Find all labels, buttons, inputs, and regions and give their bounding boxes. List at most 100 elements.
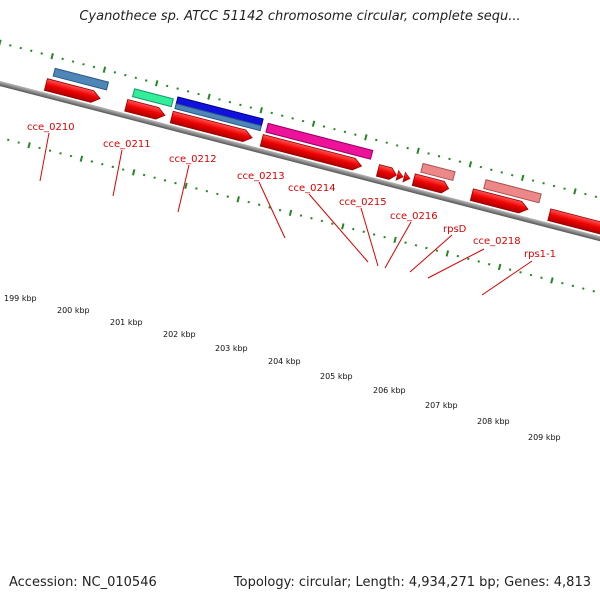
gene-cce-0212-bottom[interactable] <box>174 103 262 132</box>
cds-arrow-8[interactable] <box>411 173 450 195</box>
inner-scale-minor-tick <box>310 217 313 220</box>
outer-ruler-major-tick <box>573 188 577 195</box>
outer-ruler-major-tick <box>50 53 54 60</box>
cds-arrow-5[interactable] <box>375 164 397 181</box>
cds-arrow-3[interactable] <box>169 110 253 143</box>
outer-ruler-minor-tick <box>19 46 23 50</box>
outer-ruler-major-tick <box>520 174 525 182</box>
outer-ruler-minor-tick <box>165 84 169 88</box>
gene-rpsD[interactable] <box>420 162 456 182</box>
outer-ruler-minor-tick <box>385 141 388 144</box>
inner-scale-major-tick <box>341 223 345 230</box>
cds-arrow-1[interactable] <box>43 78 101 105</box>
outer-ruler-major-tick <box>416 147 420 154</box>
inner-scale-minor-tick <box>331 222 334 225</box>
inner-scale-major-tick <box>445 250 450 257</box>
cds-arrow-6[interactable] <box>395 169 404 182</box>
inner-tick-scale <box>6 138 595 293</box>
outer-tick-ruler <box>0 39 598 199</box>
inner-scale-minor-tick <box>592 290 595 293</box>
inner-scale-minor-tick <box>101 162 104 166</box>
inner-scale-minor-tick <box>59 152 62 155</box>
inner-scale-minor-tick <box>540 276 543 279</box>
inner-scale-minor-tick <box>414 244 418 247</box>
outer-ruler-minor-tick <box>500 171 503 174</box>
inner-scale-minor-tick <box>48 149 52 152</box>
outer-ruler-minor-tick <box>40 52 43 55</box>
inner-scale-minor-tick <box>153 176 156 179</box>
gene-label: cce_0210 <box>27 122 75 133</box>
outer-ruler-major-tick <box>102 66 107 73</box>
inner-scale-minor-tick <box>320 219 324 223</box>
cds-arrow-2[interactable] <box>124 98 167 121</box>
outer-ruler-minor-tick <box>124 73 127 77</box>
inner-scale-minor-tick <box>519 271 522 274</box>
outer-ruler-minor-tick <box>395 144 399 147</box>
outer-ruler-minor-tick <box>427 152 430 155</box>
accession-text: Accession: NC_010546 <box>9 575 157 590</box>
inner-scale-minor-tick <box>17 141 20 144</box>
gene-label: cce_0216 <box>390 211 438 222</box>
inner-scale-minor-tick <box>226 195 230 198</box>
inner-scale-minor-tick <box>383 235 386 239</box>
outer-ruler-minor-tick <box>510 173 514 177</box>
outer-ruler-minor-tick <box>448 157 451 161</box>
outer-ruler-minor-tick <box>176 87 179 90</box>
scale-label: 208 kbp <box>477 417 510 426</box>
cds-arrow-7[interactable] <box>402 171 411 183</box>
cds-arrow-10[interactable] <box>547 208 600 243</box>
outer-ruler-minor-tick <box>406 146 409 150</box>
inner-scale-minor-tick <box>299 214 303 217</box>
gene-cce-0211[interactable] <box>131 88 174 108</box>
scale-label: 200 kbp <box>57 306 90 315</box>
outer-ruler-minor-tick <box>71 60 75 63</box>
outer-ruler-major-tick <box>0 39 2 46</box>
gene-label: cce_0212 <box>169 154 217 165</box>
scale-label: 206 kbp <box>373 386 406 395</box>
label-leaders <box>39 132 533 296</box>
inner-scale-major-tick <box>288 209 293 217</box>
inner-scale-minor-tick <box>163 179 167 182</box>
scale-label: 203 kbp <box>215 344 248 353</box>
gene-cce-0210[interactable] <box>52 67 110 91</box>
cds-arrow-9[interactable] <box>469 188 529 215</box>
cds-arrow-4[interactable] <box>259 134 363 172</box>
outer-ruler-major-tick <box>259 107 263 114</box>
scale-label: 199 kbp <box>4 294 37 303</box>
inner-scale-minor-tick <box>404 241 407 244</box>
outer-ruler-major-tick <box>468 161 473 168</box>
scale-label: 204 kbp <box>268 357 301 366</box>
scale-label: 201 kbp <box>110 318 143 327</box>
inner-scale-minor-tick <box>477 260 480 263</box>
outer-ruler-minor-tick <box>9 44 12 47</box>
gene-label: rps1-1 <box>524 249 556 260</box>
outer-ruler-minor-tick <box>61 57 64 61</box>
outer-ruler-minor-tick <box>479 165 483 169</box>
outer-ruler-minor-tick <box>145 79 148 82</box>
backbone <box>0 62 600 283</box>
inner-scale-major-tick <box>497 263 502 271</box>
outer-ruler-minor-tick <box>458 160 462 163</box>
inner-scale-minor-tick <box>487 263 491 266</box>
inner-scale-minor-tick <box>174 181 177 185</box>
outer-ruler-minor-tick <box>280 114 284 117</box>
inner-scale-minor-tick <box>456 254 460 258</box>
gene-label: rpsD <box>443 224 467 235</box>
outer-ruler-minor-tick <box>270 111 273 115</box>
inner-scale-minor-tick <box>111 165 114 169</box>
inner-scale-major-tick <box>27 142 31 149</box>
inner-scale-major-tick <box>393 236 397 244</box>
outer-ruler-minor-tick <box>322 125 326 128</box>
inner-scale-minor-tick <box>372 233 376 236</box>
inner-scale-minor-tick <box>247 200 250 204</box>
inner-scale-minor-tick <box>90 160 94 163</box>
inner-scale-minor-tick <box>38 146 41 150</box>
gene-label: cce_0215 <box>339 197 387 208</box>
outer-ruler-minor-tick <box>186 90 190 93</box>
gene-cce-0213[interactable] <box>265 122 374 160</box>
inner-scale-minor-tick <box>278 208 282 212</box>
inner-scale-minor-tick <box>362 230 365 233</box>
inner-scale-major-tick <box>550 277 554 284</box>
gene-rps1-1[interactable] <box>483 179 542 204</box>
